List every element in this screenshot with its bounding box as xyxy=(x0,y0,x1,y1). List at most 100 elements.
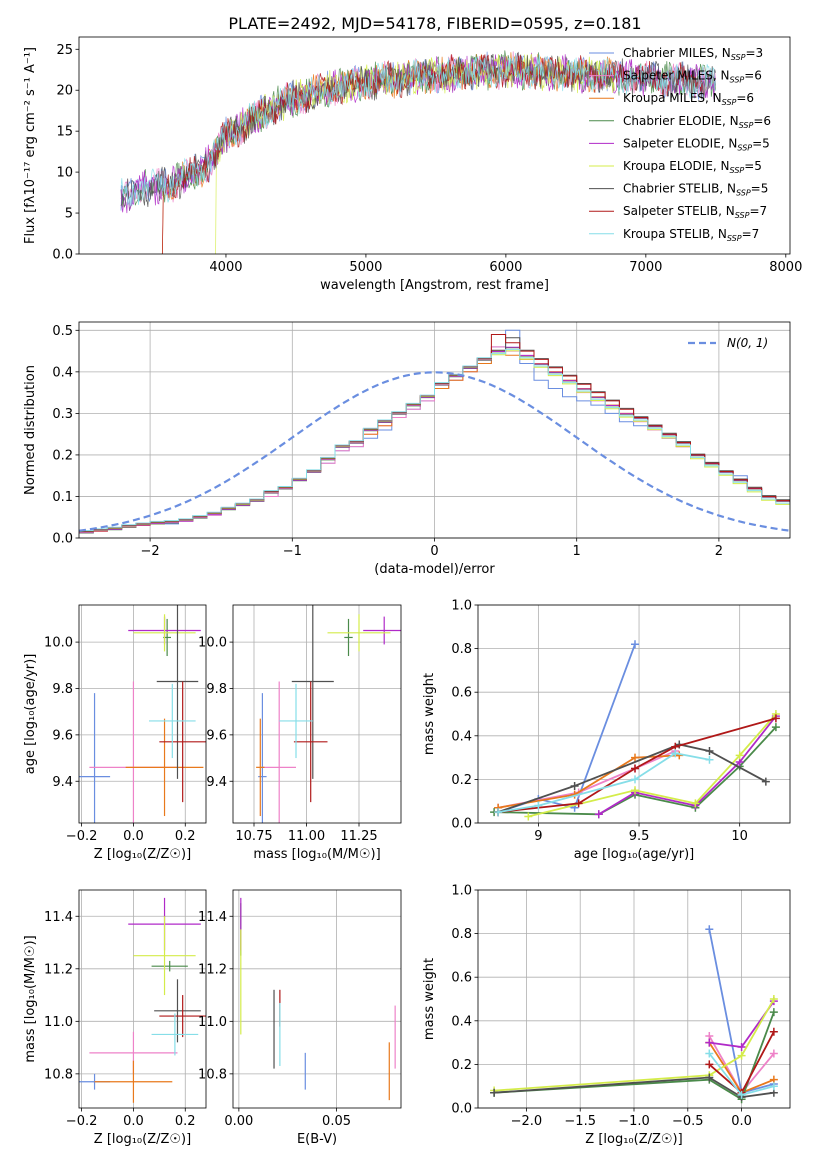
x-tick-label: −2 xyxy=(141,544,160,559)
histogram-step xyxy=(79,334,790,532)
x-tick-label: 7000 xyxy=(629,260,662,275)
weight-line xyxy=(494,726,777,816)
x-tick-label: 9 xyxy=(534,829,542,844)
x-tick-label: 5000 xyxy=(349,260,382,275)
x-tick-label: −2.0 xyxy=(511,1114,543,1129)
weight-marker xyxy=(631,753,640,762)
panel-weight-vs-age: 9 9.5 10 0.0 0.2 0.4 0.6 0.8 1.0 age [log₁₀(age/y… xyxy=(422,599,791,862)
y-tick-label: 9.8 xyxy=(206,682,227,697)
y-tick-label: 20 xyxy=(56,84,73,99)
error-cross xyxy=(133,614,196,652)
y-tick-label: 9.4 xyxy=(52,775,73,790)
y-tick-label: 9.8 xyxy=(52,682,73,697)
error-cross xyxy=(293,681,328,803)
x-tick-label: 0.0 xyxy=(731,1114,752,1129)
weight-line xyxy=(494,1076,775,1099)
y-tick-label: 0.0 xyxy=(52,248,73,263)
y-tick-label: 1.0 xyxy=(451,599,472,614)
y-tick-label: 11.4 xyxy=(198,910,227,925)
error-cross xyxy=(258,693,267,823)
weight-marker xyxy=(761,777,770,786)
x-tick-label: 0.2 xyxy=(175,829,196,844)
normal-curve xyxy=(79,371,790,532)
x-tick-label: 0.0 xyxy=(123,1114,144,1129)
x-tick-label: 0.05 xyxy=(322,1114,351,1129)
axes-frame xyxy=(78,604,207,824)
x-axis-label: Z [log₁₀(Z/Z☉)] xyxy=(94,847,191,862)
weight-marker xyxy=(671,749,680,758)
y-tick-label: 0.4 xyxy=(451,1014,472,1029)
error-cross xyxy=(148,683,196,759)
plot-area xyxy=(256,605,401,823)
y-tick-label: 0.0 xyxy=(451,1102,472,1117)
y-axis-label: mass weight xyxy=(422,673,437,755)
y-axis-label: mass [log₁₀(M/M☉)] xyxy=(23,935,38,1062)
legend-label: Kroupa MILES, NSSP=6 xyxy=(623,91,754,107)
x-tick-label: 1 xyxy=(573,544,581,559)
x-axis-label: Z [log₁₀(Z/Z☉)] xyxy=(585,1132,682,1147)
y-tick-label: 0.5 xyxy=(52,324,73,339)
legend-label: Chabrier STELIB, NSSP=5 xyxy=(623,182,768,198)
x-tick-label: 8000 xyxy=(769,260,802,275)
weight-marker xyxy=(705,1060,714,1069)
weight-line xyxy=(497,643,636,813)
x-tick-label: 6000 xyxy=(489,260,522,275)
y-tick-label: 10.0 xyxy=(44,636,73,651)
x-axis-label: wavelength [Angstrom, rest frame] xyxy=(320,278,549,293)
y-tick-label: 0.4 xyxy=(451,729,472,744)
legend-label: Chabrier ELODIE, NSSP=6 xyxy=(623,114,771,130)
weight-marker xyxy=(735,751,744,760)
y-tick-label: 0.6 xyxy=(451,971,472,986)
y-tick-label: 0.1 xyxy=(52,490,73,505)
x-tick-label: 0.00 xyxy=(224,1114,253,1129)
error-cross xyxy=(327,614,391,652)
x-tick-label: 10 xyxy=(731,829,748,844)
weight-marker xyxy=(705,1038,714,1047)
y-tick-label: 11.0 xyxy=(44,1015,73,1030)
weight-marker xyxy=(631,786,640,795)
error-cross xyxy=(291,605,334,779)
x-tick-label: 0.2 xyxy=(175,1114,196,1129)
axes-frame xyxy=(78,889,207,1109)
x-tick-label: −1.0 xyxy=(618,1114,650,1129)
error-cross xyxy=(256,718,265,817)
x-tick-label: 4000 xyxy=(209,260,242,275)
x-axis-label: (data-model)/error xyxy=(374,562,495,577)
y-tick-label: 11.0 xyxy=(198,1015,227,1030)
error-cross xyxy=(151,1013,199,1056)
axes-frame xyxy=(477,889,791,1109)
x-axis-label: E(B-V) xyxy=(297,1132,337,1147)
weight-marker xyxy=(705,1073,714,1082)
weight-marker xyxy=(631,640,640,649)
panel-mass-vs-EBV: 0.00 0.05 10.8 11.0 11.2 11.4 E(B-V) xyxy=(198,889,402,1147)
y-tick-label: 15 xyxy=(56,125,73,140)
weight-line xyxy=(497,754,680,809)
weight-marker xyxy=(705,925,714,934)
panels: 4000 5000 6000 7000 80000.0510152025waveleng… xyxy=(23,36,802,1147)
error-cross xyxy=(151,960,188,972)
legend-label: Chabrier MILES, NSSP=3 xyxy=(623,46,763,62)
panel-mass-vs-Z: −0.2 0.0 0.2 10.8 11.0 11.2 11.4 Z [log₁₀(Z/Z☉)… xyxy=(23,889,207,1147)
weight-marker xyxy=(574,799,583,808)
axes-frame xyxy=(232,604,402,824)
error-cross xyxy=(94,1060,173,1103)
y-tick-label: 9.6 xyxy=(52,728,73,743)
weight-marker xyxy=(769,995,778,1003)
weight-marker xyxy=(769,1049,778,1058)
x-tick-label: 11.25 xyxy=(340,829,377,844)
y-tick-label: 9.6 xyxy=(206,728,227,743)
weight-marker xyxy=(737,1090,746,1099)
y-tick-label: 1.0 xyxy=(451,884,472,899)
histogram-step xyxy=(79,329,790,534)
y-tick-label: 9.4 xyxy=(206,775,227,790)
x-axis-label: age [log₁₀(age/yr)] xyxy=(574,847,695,862)
plot-area xyxy=(79,329,790,534)
weight-marker xyxy=(631,775,640,784)
x-tick-label: 0.0 xyxy=(123,829,144,844)
y-tick-label: 10 xyxy=(56,166,73,181)
weight-marker xyxy=(524,812,533,821)
y-axis-label: mass weight xyxy=(422,958,437,1040)
histogram-step xyxy=(79,348,790,531)
weight-marker xyxy=(771,714,780,723)
x-tick-label: 11.00 xyxy=(288,829,325,844)
